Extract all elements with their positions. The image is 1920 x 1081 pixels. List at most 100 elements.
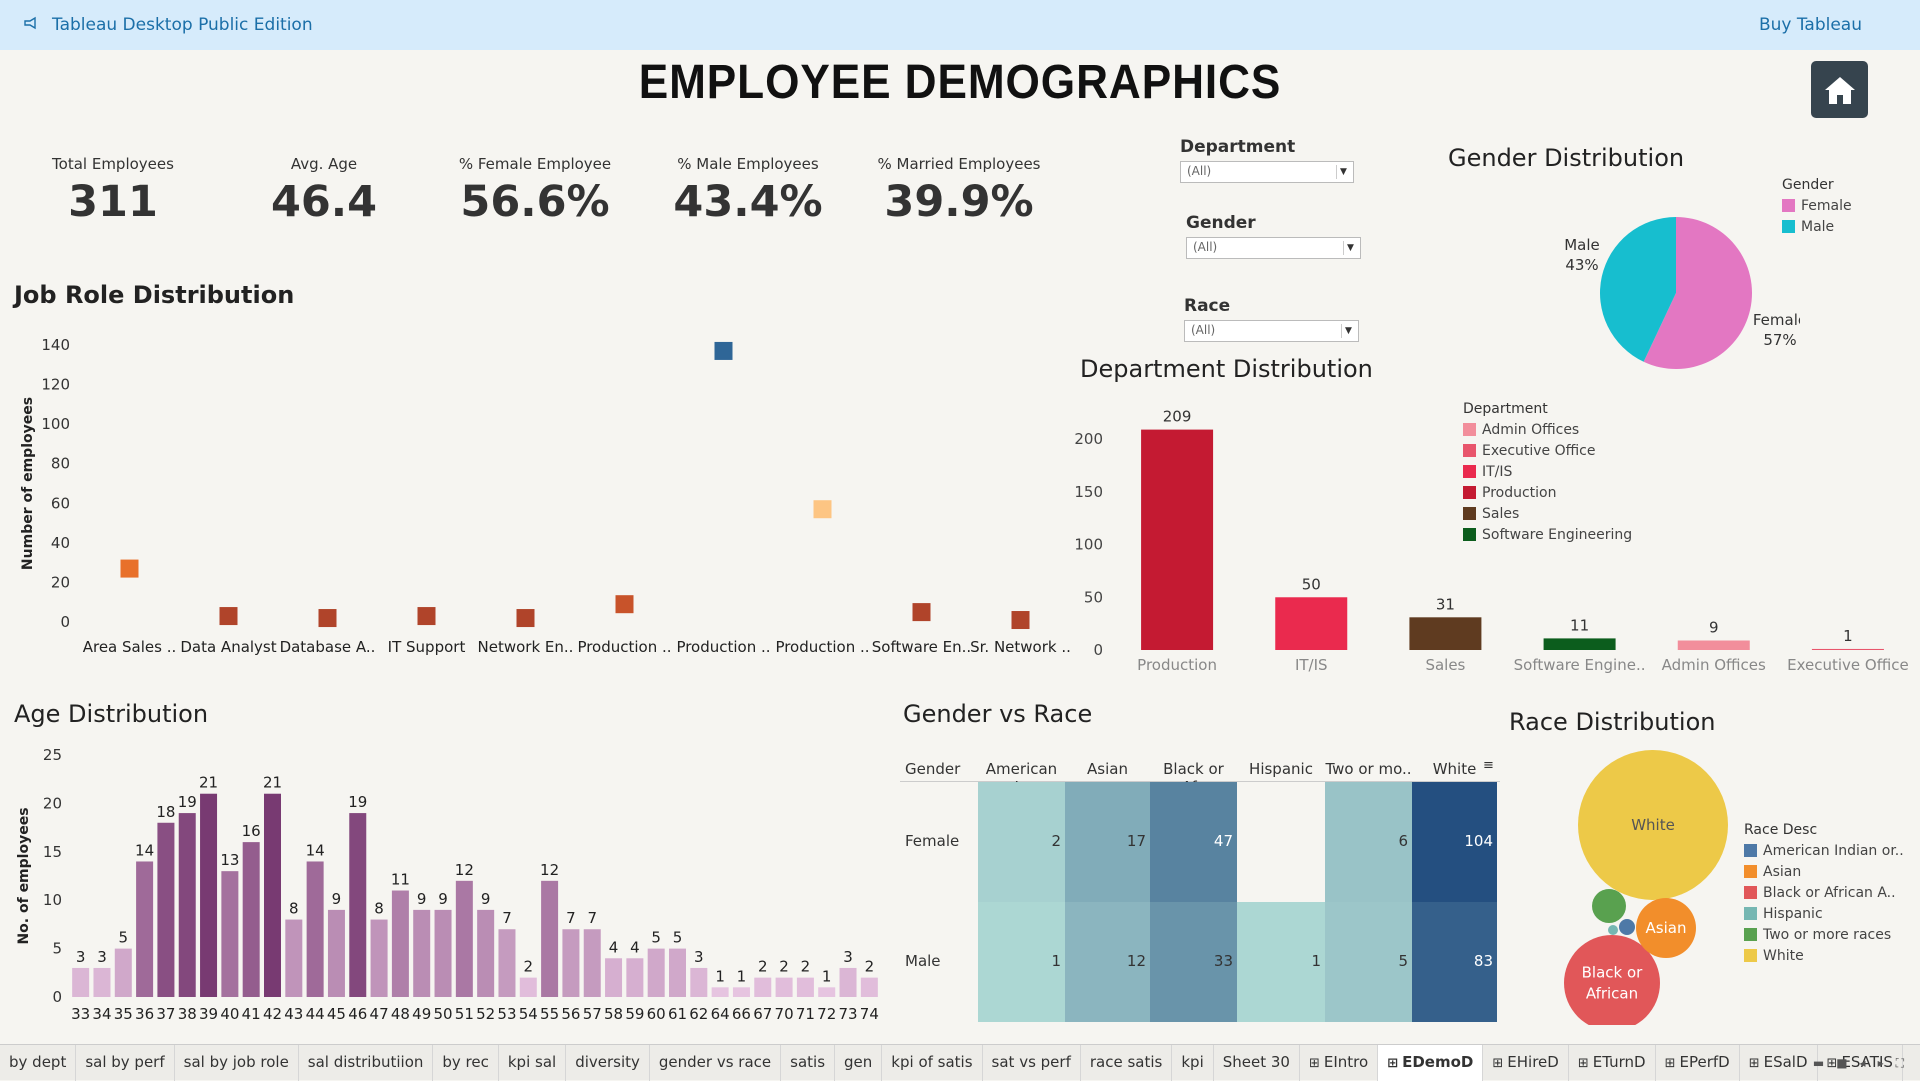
legend-label: Female (1801, 197, 1852, 214)
scroll-left-icon[interactable]: ◂ (1859, 1056, 1866, 1070)
tab-race-satis[interactable]: race satis (1081, 1044, 1173, 1081)
data-label: 2 (779, 958, 789, 976)
x-tick-label: Software En.. (872, 638, 971, 656)
department-dropdown[interactable]: (All) ▼ (1180, 161, 1354, 183)
bar (711, 987, 729, 997)
legend-item[interactable]: Production (1463, 482, 1632, 503)
show-tabs-icon[interactable]: ■ (1836, 1056, 1848, 1070)
legend-item[interactable]: Two or more races (1744, 924, 1904, 945)
tab-sal-distributiion[interactable]: sal distributiion (299, 1044, 434, 1081)
bar (1543, 638, 1616, 650)
legend-item[interactable]: Admin Offices (1463, 419, 1632, 440)
bar (796, 977, 814, 997)
scroll-right-icon[interactable]: ▸ (1877, 1056, 1884, 1070)
legend-item[interactable]: Sales (1463, 503, 1632, 524)
tab-esatis[interactable]: ⊞ ESATIS (1818, 1044, 1903, 1081)
scatter-point (1011, 611, 1030, 630)
fullscreen-icon[interactable]: ⛶ (1895, 1056, 1904, 1070)
tab-satis[interactable]: satis (781, 1044, 836, 1081)
data-label: 14 (306, 841, 325, 859)
row-label: Female (905, 832, 960, 850)
tab-diversity[interactable]: diversity (566, 1044, 650, 1081)
data-label: 9 (481, 890, 491, 908)
legend-item[interactable]: Software Engineering (1463, 524, 1632, 545)
tab-edemod[interactable]: ⊞ EDemoD (1378, 1044, 1484, 1081)
heatmap-cell[interactable]: 2 (978, 782, 1065, 902)
legend-item[interactable]: White (1744, 945, 1904, 966)
heatmap-cell[interactable]: 1 (1237, 902, 1325, 1022)
x-tick-label: 58 (604, 1005, 623, 1023)
slice-value: 43% (1565, 256, 1598, 274)
legend-item[interactable]: Black or African A.. (1744, 882, 1904, 903)
heatmap-cell[interactable] (1237, 782, 1325, 902)
tab-sal-by-job-role[interactable]: sal by job role (175, 1044, 299, 1081)
legend-item[interactable]: Executive Office (1463, 440, 1632, 461)
buy-tableau-link[interactable]: Buy Tableau (1758, 15, 1862, 35)
column-header[interactable]: Asian (1087, 760, 1128, 778)
legend-item[interactable]: Hispanic (1744, 903, 1904, 924)
heatmap-cell[interactable]: 47 (1150, 782, 1237, 902)
legend-item[interactable]: American Indian or.. (1744, 840, 1904, 861)
dashboard-icon: ⊞ (1308, 1055, 1320, 1071)
heatmap-cell[interactable]: 104 (1412, 782, 1497, 902)
kpi-value: 46.4 (270, 177, 378, 227)
tab-kpi[interactable]: kpi (1172, 1044, 1214, 1081)
heatmap-cell[interactable]: 83 (1412, 902, 1497, 1022)
kpi-label: Avg. Age (290, 155, 358, 173)
legend-item[interactable]: IT/IS (1463, 461, 1632, 482)
x-tick-label: 66 (732, 1005, 751, 1023)
gender-dropdown[interactable]: (All) ▼ (1186, 237, 1361, 259)
tab-ehired[interactable]: ⊞ EHireD (1483, 1044, 1569, 1081)
tab-by-rec[interactable]: by rec (433, 1044, 499, 1081)
legend-item[interactable]: Asian (1744, 861, 1904, 882)
chevron-down-icon[interactable]: ▼ (1341, 324, 1355, 338)
sheet-tab-bar: by dept sal by perf sal by job role sal dis… (0, 1044, 1920, 1081)
heatmap-cell[interactable]: 17 (1065, 782, 1150, 902)
tab-esald[interactable]: ⊞ ESalD (1740, 1044, 1818, 1081)
data-label: 11 (1570, 616, 1589, 634)
legend-item[interactable]: Female (1782, 195, 1852, 216)
y-tick-label: 140 (41, 336, 70, 354)
column-header[interactable]: Hispanic (1249, 760, 1313, 778)
dropdown-value: (All) (1193, 240, 1218, 254)
kpi-male-pct: % Male Employees 43.4% (653, 155, 843, 227)
tab-kpi-sal[interactable]: kpi sal (499, 1044, 567, 1081)
x-tick-label: Data Analyst (180, 638, 276, 656)
column-header[interactable]: Two or mo.. (1325, 760, 1412, 778)
dropdown-value: (All) (1187, 164, 1212, 178)
column-header[interactable]: White (1432, 760, 1477, 778)
tab-by-dept[interactable]: by dept (0, 1044, 77, 1081)
legend-label: Two or more races (1763, 926, 1892, 943)
tab-gen[interactable]: gen (835, 1044, 883, 1081)
heatmap-cell[interactable]: 12 (1065, 902, 1150, 1022)
tab-eperfd[interactable]: ⊞ EPerfD (1656, 1044, 1740, 1081)
bar (264, 793, 281, 997)
tab-sal-by-perf[interactable]: sal by perf (76, 1044, 175, 1081)
bar (519, 977, 537, 997)
legend-item[interactable]: Male (1782, 216, 1852, 237)
gender-filter: Gender (All) ▼ (1186, 213, 1361, 259)
x-tick-label: 34 (92, 1005, 111, 1023)
legend-title: Race Desc (1744, 822, 1818, 838)
sort-icon[interactable]: ≡ (1483, 758, 1494, 773)
home-button[interactable] (1811, 61, 1868, 118)
bar (455, 880, 473, 997)
legend-swatch (1782, 220, 1795, 233)
tab-sheet-30[interactable]: Sheet 30 (1214, 1044, 1300, 1081)
x-tick-label: Network En.. (478, 638, 574, 656)
show-filmstrip-icon[interactable]: ▬ (1812, 1056, 1825, 1070)
heatmap-cell[interactable]: 1 (978, 902, 1065, 1022)
chevron-down-icon[interactable]: ▼ (1343, 241, 1357, 255)
tab-kpi-of-satis[interactable]: kpi of satis (882, 1044, 983, 1081)
tab-eintro[interactable]: ⊞ EIntro (1300, 1044, 1379, 1081)
tab-gender-vs-race[interactable]: gender vs race (650, 1044, 782, 1081)
bar (93, 967, 111, 997)
race-dropdown[interactable]: (All) ▼ (1184, 320, 1359, 342)
heatmap-cell[interactable]: 5 (1325, 902, 1412, 1022)
tab-eturnd[interactable]: ⊞ ETurnD (1569, 1044, 1656, 1081)
tab-sat-vs-perf[interactable]: sat vs perf (983, 1044, 1081, 1081)
heatmap-cell[interactable]: 33 (1150, 902, 1237, 1022)
chevron-down-icon[interactable]: ▼ (1336, 165, 1350, 179)
heatmap-cell[interactable]: 6 (1325, 782, 1412, 902)
